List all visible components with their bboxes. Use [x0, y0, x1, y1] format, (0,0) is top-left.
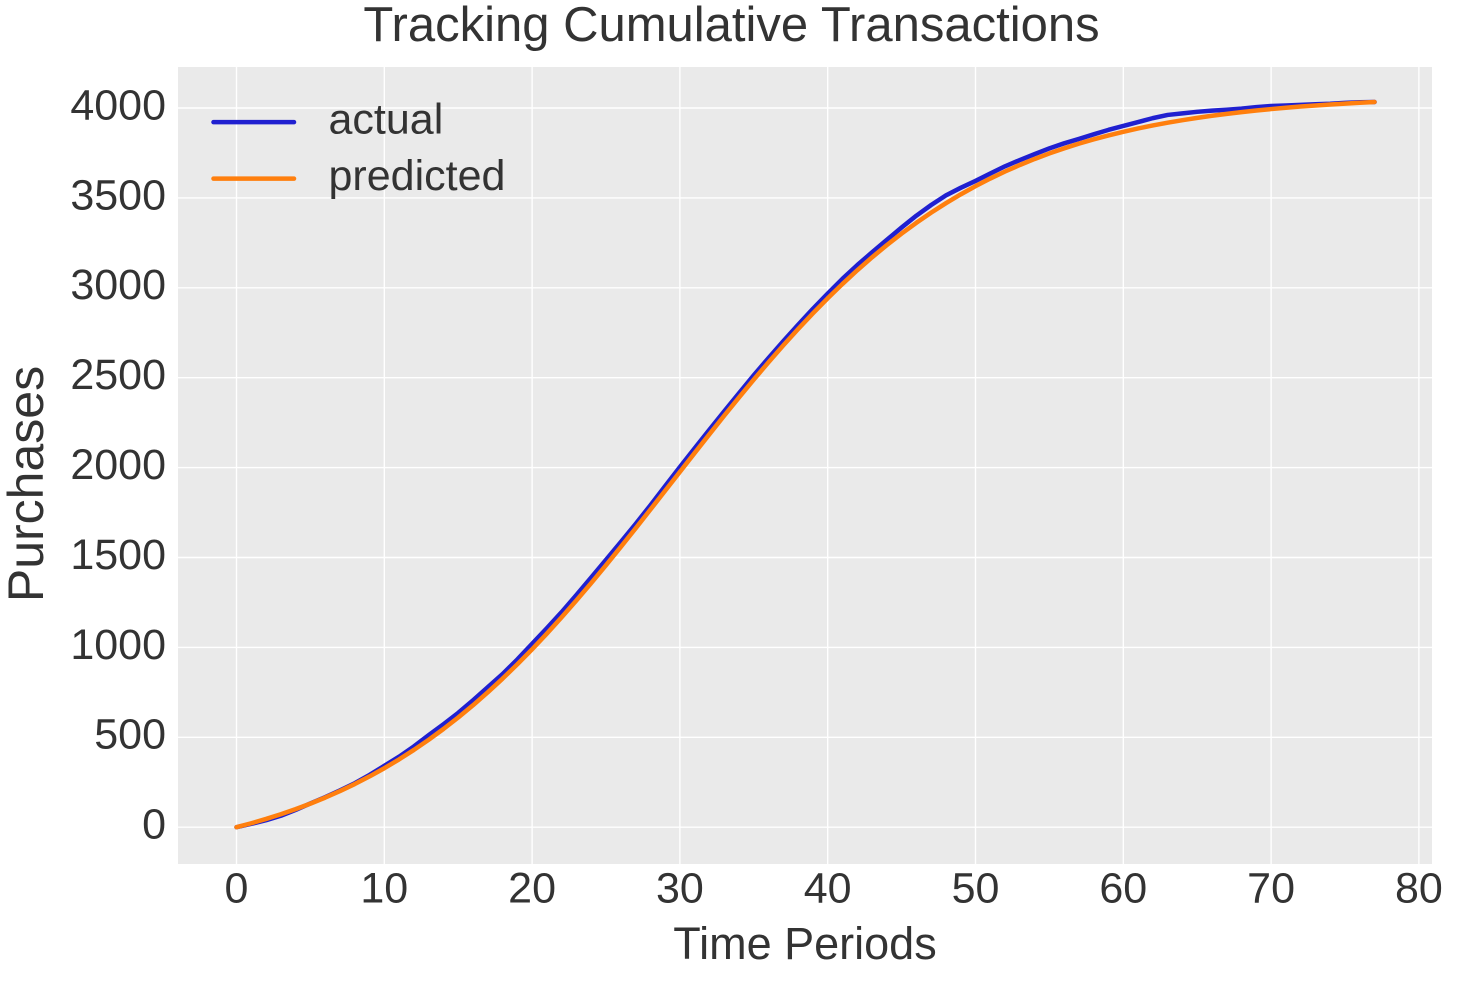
svg-text:50: 50 [952, 864, 1000, 912]
svg-text:actual: actual [329, 95, 444, 143]
svg-text:70: 70 [1247, 864, 1295, 912]
svg-text:4000: 4000 [70, 81, 166, 129]
svg-text:40: 40 [804, 864, 852, 912]
svg-text:1500: 1500 [70, 531, 166, 579]
svg-text:30: 30 [656, 864, 704, 912]
svg-text:500: 500 [94, 711, 166, 759]
svg-text:3500: 3500 [70, 171, 166, 219]
svg-text:1000: 1000 [70, 621, 166, 669]
svg-text:80: 80 [1395, 864, 1443, 912]
svg-text:0: 0 [225, 864, 249, 912]
svg-text:10: 10 [360, 864, 408, 912]
svg-text:60: 60 [1099, 864, 1147, 912]
svg-text:2500: 2500 [70, 351, 166, 399]
svg-text:2000: 2000 [70, 441, 166, 489]
svg-text:20: 20 [508, 864, 556, 912]
svg-text:0: 0 [142, 801, 166, 849]
svg-text:3000: 3000 [70, 261, 166, 309]
svg-text:predicted: predicted [329, 152, 506, 200]
